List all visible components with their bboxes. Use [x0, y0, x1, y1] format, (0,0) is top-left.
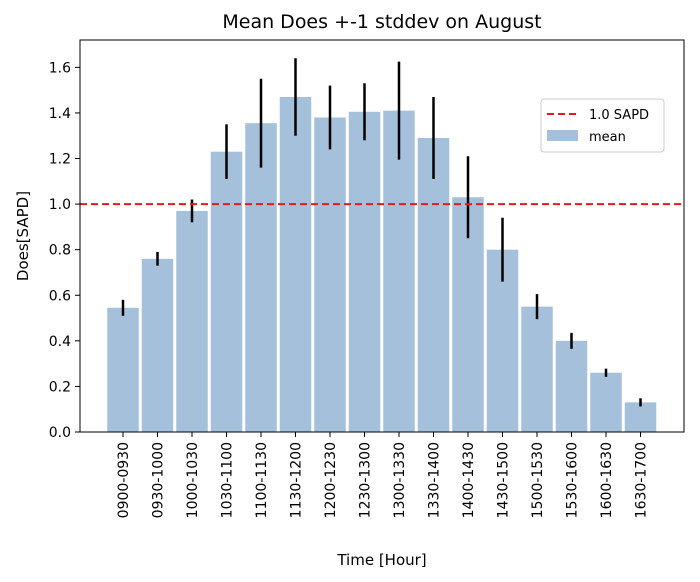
x-tick-label: 1230-1300 [358, 442, 374, 518]
y-tick-label: 1.0 [49, 197, 71, 213]
bar [141, 258, 174, 432]
bar [383, 110, 415, 433]
x-tick-label: 1600-1630 [599, 442, 615, 518]
bar [521, 306, 553, 432]
legend: 1.0 SAPD mean [540, 98, 665, 153]
y-tick-label: 1.2 [49, 152, 71, 168]
y-tick-label: 0.6 [49, 288, 71, 304]
bars-layer [107, 96, 657, 433]
x-tick-label: 1400-1430 [461, 442, 477, 518]
x-tick-label: 1630-1700 [634, 442, 650, 518]
legend-mean-label: mean [589, 130, 626, 145]
x-tick-label: 1430-1500 [496, 442, 512, 518]
bar [245, 123, 277, 433]
y-tick-label: 0.4 [49, 334, 71, 350]
y-tick-label: 1.4 [49, 106, 71, 122]
bar [314, 117, 346, 432]
y-tick-label: 0.0 [49, 425, 71, 441]
x-tick-label: 1500-1530 [530, 442, 546, 518]
x-axis: 0900-0930 0930-1000 1000-1030 1030-1100 1100… [116, 432, 650, 518]
legend-mean-swatch [547, 130, 578, 141]
x-tick-label: 1000-1030 [185, 442, 201, 518]
bar [107, 307, 139, 432]
x-tick-label: 1330-1400 [427, 442, 443, 518]
bar [590, 372, 622, 432]
y-tick-label: 1.6 [49, 60, 71, 76]
y-axis: 0.0 0.2 0.4 0.6 0.8 1.0 1.2 1.4 1.6 [49, 60, 80, 441]
x-tick-label: 1530-1600 [565, 442, 581, 518]
x-tick-label: 1200-1230 [323, 442, 339, 518]
bar [348, 111, 381, 432]
bar [417, 138, 450, 432]
x-tick-label: 0900-0930 [116, 442, 132, 518]
y-tick-label: 0.8 [49, 243, 71, 259]
bar [176, 210, 208, 432]
x-tick-label: 1130-1200 [289, 442, 305, 518]
x-tick-label: 0930-1000 [151, 442, 167, 518]
bar [210, 151, 243, 432]
y-tick-label: 0.2 [49, 379, 71, 395]
y-axis-label: Does[SAPD] [14, 191, 32, 281]
x-tick-label: 1030-1100 [220, 442, 236, 518]
x-tick-label: 1100-1130 [254, 442, 270, 518]
plot-frame [79, 39, 685, 433]
chart-title: Mean Does +-1 stddev on August [222, 11, 541, 33]
legend-ref-label: 1.0 SAPD [589, 108, 649, 123]
bar [279, 96, 312, 432]
x-axis-label: Time [Hour] [336, 551, 426, 569]
bar [555, 340, 588, 432]
bar [624, 402, 657, 432]
error-bars-layer [121, 58, 642, 407]
x-tick-label: 1300-1330 [392, 442, 408, 518]
